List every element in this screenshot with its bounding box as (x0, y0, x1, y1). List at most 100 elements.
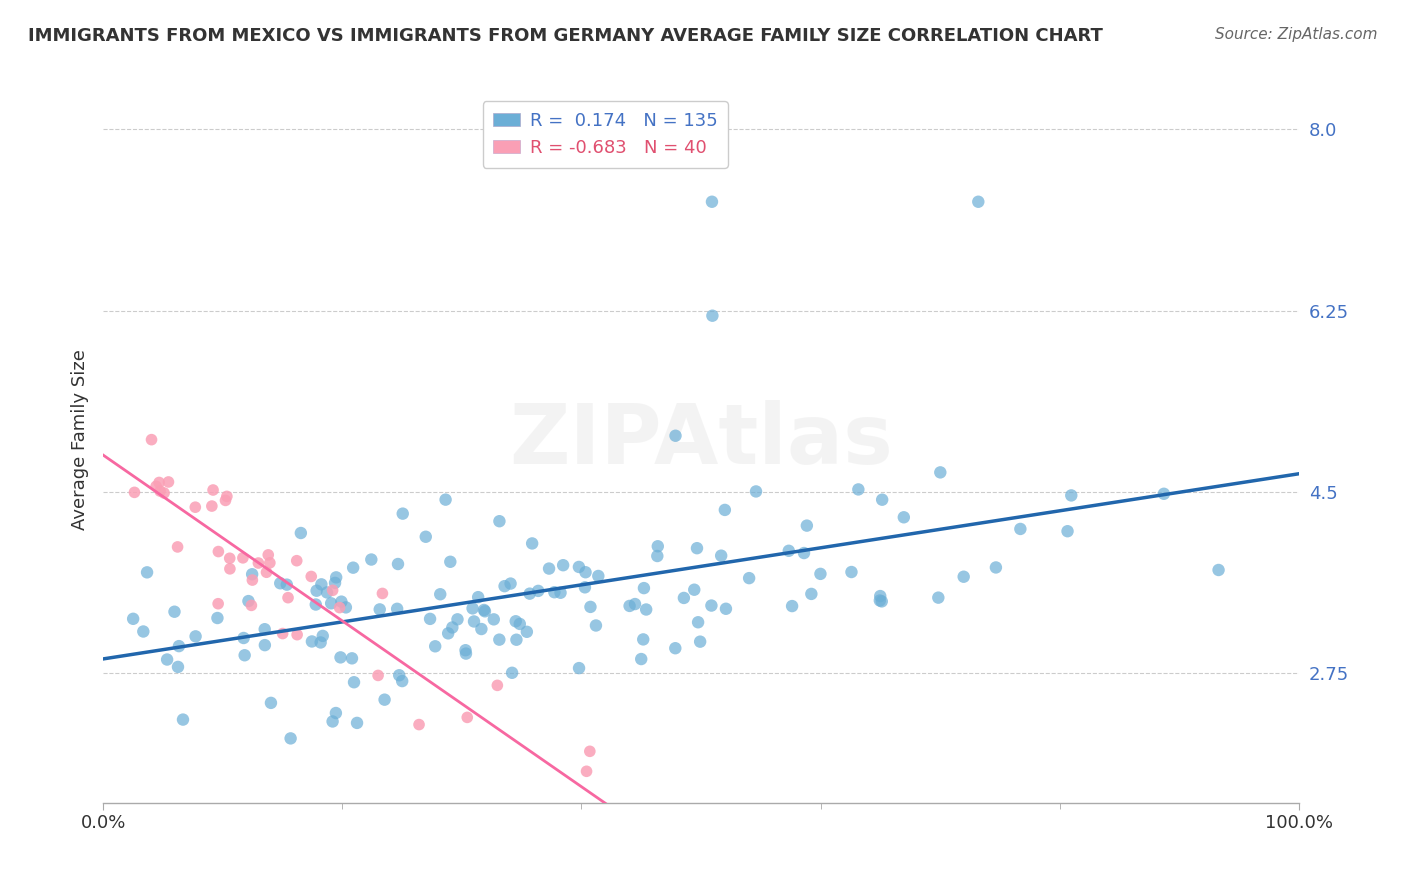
Immigrants from Mexico (543, 585, 565, 599)
Immigrants from Mexico (321, 596, 343, 610)
Immigrants from Mexico (686, 541, 709, 556)
Immigrants from Mexico (631, 632, 654, 647)
Immigrants from Germany (271, 626, 294, 640)
Immigrants from Germany (285, 628, 308, 642)
Immigrants from Mexico (574, 580, 596, 594)
Immigrants from Mexico (579, 599, 602, 614)
Immigrants from Mexico (311, 577, 333, 591)
Immigrants from Mexico (745, 484, 768, 499)
Immigrants from Germany (141, 433, 163, 447)
Immigrants from Germany (232, 550, 254, 565)
Immigrants from Mexico (330, 594, 353, 608)
Legend: R =  0.174   N = 135, R = -0.683   N = 40: R = 0.174 N = 135, R = -0.683 N = 40 (482, 101, 728, 168)
Immigrants from Germany (408, 717, 430, 731)
Immigrants from Mexico (780, 599, 803, 613)
Immigrants from Germany (215, 489, 238, 503)
Immigrants from Germany (157, 475, 180, 489)
Immigrants from Mexico (240, 567, 263, 582)
Immigrants from Mexico (316, 585, 339, 599)
Immigrants from Germany (218, 551, 240, 566)
Immigrants from Mexico (233, 648, 256, 663)
Immigrants from Mexico (312, 629, 335, 643)
Immigrants from Mexico (385, 602, 408, 616)
Immigrants from Mexico (253, 638, 276, 652)
Immigrants from Mexico (122, 612, 145, 626)
Immigrants from Mexico (429, 587, 451, 601)
Immigrants from Mexico (172, 713, 194, 727)
Immigrants from Mexico (574, 566, 596, 580)
Immigrants from Mexico (633, 581, 655, 595)
Immigrants from Mexico (136, 566, 159, 580)
Immigrants from Mexico (238, 594, 260, 608)
Immigrants from Mexico (1153, 487, 1175, 501)
Immigrants from Mexico (636, 602, 658, 616)
Immigrants from Mexico (800, 587, 823, 601)
Immigrants from Germany (219, 562, 242, 576)
Immigrants from Mexico (301, 634, 323, 648)
Immigrants from Mexico (343, 675, 366, 690)
Text: Source: ZipAtlas.com: Source: ZipAtlas.com (1215, 27, 1378, 42)
Immigrants from Mexico (1060, 488, 1083, 502)
Immigrants from Germany (367, 668, 389, 682)
Text: ZIPAtlas: ZIPAtlas (509, 400, 893, 481)
Immigrants from Mexico (793, 546, 815, 560)
Immigrants from Mexico (619, 599, 641, 613)
Immigrants from Germany (259, 556, 281, 570)
Immigrants from Mexico (305, 598, 328, 612)
Immigrants from Mexico (132, 624, 155, 639)
Immigrants from Mexico (568, 560, 591, 574)
Y-axis label: Average Family Size: Average Family Size (72, 350, 89, 531)
Immigrants from Mexico (501, 665, 523, 680)
Immigrants from Mexico (647, 549, 669, 563)
Immigrants from Mexico (280, 731, 302, 746)
Immigrants from Mexico (647, 539, 669, 553)
Immigrants from Mexico (368, 602, 391, 616)
Immigrants from Mexico (446, 612, 468, 626)
Immigrants from Mexico (346, 715, 368, 730)
Immigrants from Germany (184, 500, 207, 515)
Immigrants from Mexico (967, 194, 990, 209)
Immigrants from Germany (371, 586, 394, 600)
Immigrants from Mexico (184, 629, 207, 643)
Immigrants from Germany (201, 499, 224, 513)
Immigrants from Mexico (738, 571, 761, 585)
Immigrants from Germany (456, 710, 478, 724)
Immigrants from Germany (285, 554, 308, 568)
Immigrants from Mexico (870, 492, 893, 507)
Immigrants from Germany (214, 493, 236, 508)
Immigrants from Mexico (710, 549, 733, 563)
Immigrants from Mexico (952, 570, 974, 584)
Immigrants from Mexico (520, 536, 543, 550)
Immigrants from Germany (148, 475, 170, 490)
Immigrants from Mexico (360, 552, 382, 566)
Text: IMMIGRANTS FROM MEXICO VS IMMIGRANTS FROM GERMANY AVERAGE FAMILY SIZE CORRELATIO: IMMIGRANTS FROM MEXICO VS IMMIGRANTS FRO… (28, 27, 1102, 45)
Immigrants from Mexico (322, 714, 344, 729)
Immigrants from Mexico (585, 618, 607, 632)
Immigrants from Germany (277, 591, 299, 605)
Immigrants from Mexico (1010, 522, 1032, 536)
Immigrants from Mexico (869, 589, 891, 603)
Immigrants from Mexico (841, 565, 863, 579)
Immigrants from Mexico (1056, 524, 1078, 539)
Immigrants from Mexico (340, 651, 363, 665)
Immigrants from Mexico (419, 612, 441, 626)
Immigrants from Mexico (167, 660, 190, 674)
Immigrants from Mexico (454, 647, 477, 661)
Immigrants from Mexico (1208, 563, 1230, 577)
Immigrants from Mexico (505, 632, 527, 647)
Immigrants from Germany (575, 764, 598, 779)
Immigrants from Mexico (519, 587, 541, 601)
Immigrants from Mexico (516, 624, 538, 639)
Immigrants from Mexico (437, 626, 460, 640)
Immigrants from Mexico (488, 632, 510, 647)
Immigrants from Germany (606, 835, 628, 849)
Immigrants from Mexico (323, 575, 346, 590)
Immigrants from Mexico (553, 558, 575, 573)
Immigrants from Mexico (538, 561, 561, 575)
Immigrants from Mexico (434, 492, 457, 507)
Immigrants from Mexico (374, 692, 396, 706)
Immigrants from Mexico (505, 614, 527, 628)
Immigrants from Mexico (387, 557, 409, 571)
Immigrants from Mexico (305, 583, 328, 598)
Immigrants from Mexico (488, 514, 510, 528)
